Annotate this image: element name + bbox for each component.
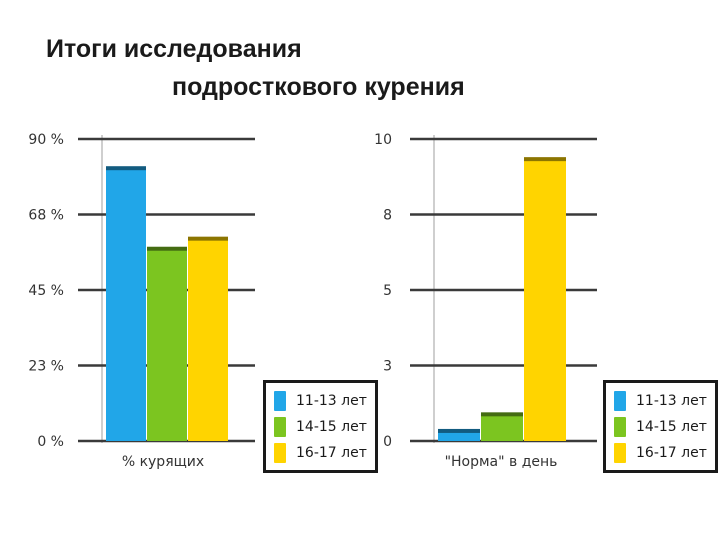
legend-label: 16-17 лет (296, 445, 367, 461)
bar-16-17-лет (188, 239, 228, 441)
bar-16-17-лет (524, 160, 566, 441)
bar-14-15-лет (481, 415, 523, 441)
bar-top-edge (147, 246, 187, 251)
y-tick-label: 23 % (28, 359, 64, 375)
bar-top-edge (106, 166, 146, 171)
legend-swatch (274, 443, 286, 463)
bar-top-edge (438, 428, 480, 433)
bar-top-edge (524, 157, 566, 162)
bar-11-13-лет (106, 169, 146, 441)
y-tick-label: 0 (383, 434, 392, 450)
x-axis-label: "Норма" в день (445, 454, 558, 470)
legend-item: 16-17 лет (614, 440, 707, 466)
legend-label: 16-17 лет (636, 445, 707, 461)
y-tick-label: 5 (383, 283, 392, 299)
legend-swatch (614, 443, 626, 463)
legend-item: 14-15 лет (614, 414, 707, 440)
legend-label: 11-13 лет (296, 393, 367, 409)
smokers-percent-chart: 90 % 68 % 45 % 23 % 0 % % курящих (28, 132, 255, 470)
page-title: Итоги исследования подросткового курения (46, 30, 686, 106)
daily-norm-chart: 10 8 5 3 0 "Норма" в день (374, 132, 597, 470)
y-tick-label: 0 % (37, 434, 64, 450)
legend-label: 14-15 лет (636, 419, 707, 435)
y-tick-label: 45 % (28, 283, 64, 299)
y-tick-label: 8 (383, 208, 392, 224)
bar-14-15-лет (147, 249, 187, 441)
x-axis-label: % курящих (122, 454, 204, 470)
bar-11-13-лет (438, 431, 480, 441)
legend-item: 11-13 лет (274, 388, 367, 414)
bar-top-edge (481, 412, 523, 417)
legend-label: 14-15 лет (296, 419, 367, 435)
title-line-2: подросткового курения (172, 73, 465, 101)
legend-swatch (614, 417, 626, 437)
legend-swatch (274, 417, 286, 437)
legend-item: 16-17 лет (274, 440, 367, 466)
y-tick-label: 3 (383, 359, 392, 375)
smokers-percent-legend: 11-13 лет 14-15 лет 16-17 лет (263, 380, 378, 473)
y-tick-label: 68 % (28, 208, 64, 224)
title-line-1: Итоги исследования (46, 35, 302, 63)
legend-swatch (274, 391, 286, 411)
legend-label: 11-13 лет (636, 393, 707, 409)
daily-norm-legend: 11-13 лет 14-15 лет 16-17 лет (603, 380, 718, 473)
legend-swatch (614, 391, 626, 411)
y-tick-label: 90 % (28, 132, 64, 148)
legend-item: 14-15 лет (274, 414, 367, 440)
bar-top-edge (188, 236, 228, 241)
legend-item: 11-13 лет (614, 388, 707, 414)
y-tick-label: 10 (374, 132, 392, 148)
